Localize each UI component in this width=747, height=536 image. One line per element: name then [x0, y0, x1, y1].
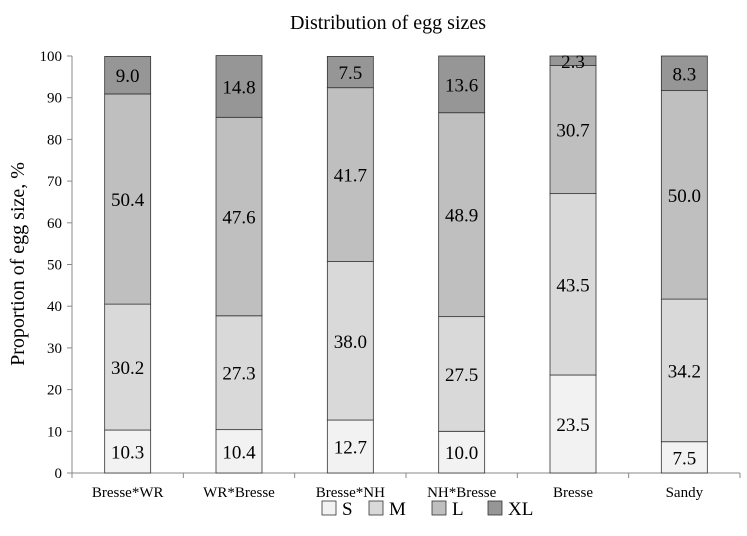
data-label: 7.5: [672, 448, 696, 469]
bar-segment: [438, 316, 486, 432]
bar-segment: [215, 55, 263, 118]
legend-label: XL: [508, 499, 533, 520]
chart-title: Distribution of egg sizes: [290, 12, 486, 34]
bar-segment: [549, 55, 597, 66]
y-tick-label: 20: [47, 383, 62, 399]
bar-segment: [438, 55, 486, 114]
data-label: 43.5: [556, 275, 589, 296]
legend-swatch: [487, 500, 503, 516]
legend-label: M: [389, 499, 406, 520]
data-label: 13.6: [445, 75, 478, 96]
y-tick-label: 70: [47, 174, 62, 190]
x-tick-label: Sandy: [666, 485, 704, 501]
data-label: 41.7: [334, 166, 367, 187]
data-label: 27.3: [222, 364, 255, 385]
bar-segment: [660, 55, 708, 92]
x-tick-label: Bresse: [553, 485, 593, 501]
bar-segment: [326, 56, 374, 89]
data-label: 34.2: [668, 361, 701, 382]
bar-segment: [549, 374, 597, 474]
data-label: 2.3: [561, 52, 585, 73]
bar-segment: [660, 90, 708, 300]
data-label: 7.5: [338, 63, 362, 84]
legend-swatch: [321, 500, 337, 516]
y-tick-label: 0: [55, 466, 63, 482]
x-tick-label: Bresse*NH: [316, 485, 385, 501]
bar-segment: [215, 116, 263, 317]
bar-segment: [660, 298, 708, 443]
y-tick-label: 100: [40, 49, 63, 65]
y-tick-label: 60: [47, 216, 62, 232]
data-label: 38.0: [334, 332, 367, 353]
data-label: 50.0: [668, 186, 701, 207]
y-tick-label: 50: [47, 258, 62, 274]
bar-segment: [660, 441, 708, 474]
y-tick-label: 80: [47, 132, 62, 148]
bar-segment: [104, 56, 152, 95]
plot-area: 0 10 20 30 40 50 60 70 80 90 100 10.3 30.2 50.4 9.0 Bre…: [40, 49, 741, 501]
data-label: 30.7: [556, 121, 589, 142]
bar-segment: [549, 193, 597, 376]
data-label: 10.4: [222, 442, 256, 463]
data-label: 50.4: [111, 190, 145, 211]
x-tick-label: NH*Bresse: [427, 485, 496, 501]
bar-segment: [215, 315, 263, 431]
data-label: 47.6: [222, 208, 255, 229]
bar-segment: [104, 93, 152, 305]
data-label: 10.3: [111, 443, 144, 464]
data-label: 9.0: [116, 66, 140, 87]
x-tick-label: Bresse*WR: [92, 485, 164, 501]
x-tick-label: WR*Bresse: [203, 485, 275, 501]
data-label: 30.2: [111, 358, 144, 379]
legend-swatch: [431, 500, 447, 516]
y-axis-title: Proportion of egg size, %: [7, 162, 29, 366]
legend: S M L XL: [321, 499, 533, 520]
legend-label: S: [342, 499, 353, 520]
y-tick-label: 90: [47, 91, 62, 107]
data-label: 12.7: [334, 438, 367, 459]
legend-label: L: [452, 499, 464, 520]
data-label: 8.3: [672, 64, 696, 85]
bar-segment: [438, 430, 486, 474]
bar-segment: [326, 419, 374, 474]
data-label: 14.8: [222, 77, 255, 98]
y-tick-label: 40: [47, 299, 62, 315]
bar-segment: [326, 261, 374, 421]
bar-segment: [549, 65, 597, 195]
legend-swatch: [368, 500, 384, 516]
bar-segment: [104, 429, 152, 474]
bar-segment: [104, 303, 152, 431]
y-tick-label: 30: [47, 341, 62, 357]
bar-segment: [438, 112, 486, 318]
data-label: 27.5: [445, 365, 478, 386]
bar-segment: [215, 429, 263, 474]
data-label: 10.0: [445, 443, 478, 464]
data-label: 23.5: [556, 415, 589, 436]
y-tick-label: 10: [47, 424, 62, 440]
data-label: 48.9: [445, 206, 478, 227]
bar-segment: [326, 87, 374, 262]
